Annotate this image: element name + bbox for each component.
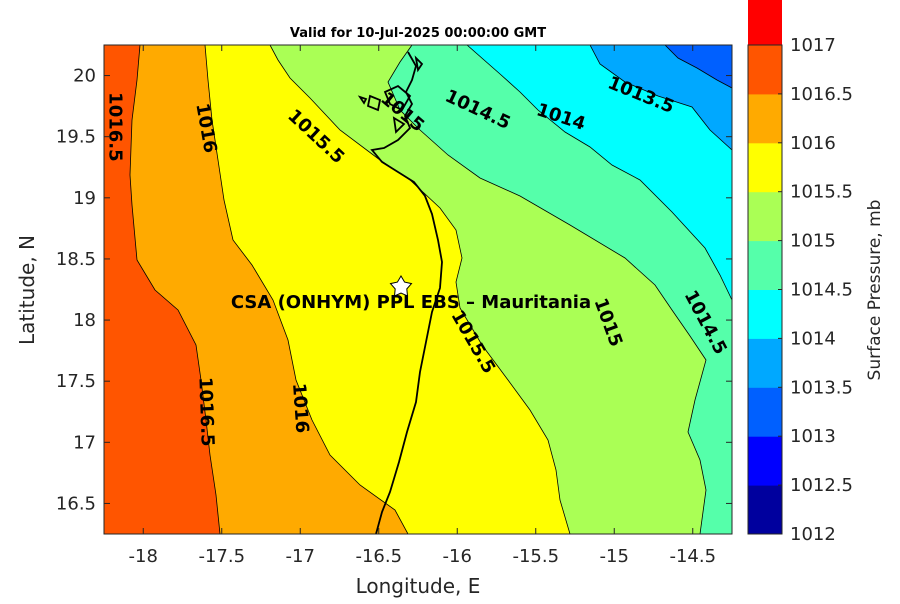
colorbar-tick-label: 1016	[790, 133, 836, 154]
colorbar-tick-label: 1014	[790, 328, 836, 349]
colorbar-segment	[748, 45, 782, 95]
x-tick-label: -16	[443, 546, 472, 567]
band-1016-5	[104, 45, 220, 534]
x-tick-label: -15	[600, 546, 629, 567]
y-tick-label: 18	[73, 310, 96, 331]
x-axis-label: Longitude, E	[356, 574, 481, 598]
map-title: Valid for 10-Jul-2025 00:00:00 GMT	[290, 26, 546, 41]
site-label: CSA (ONHYM) PPL EBS – Mauritania	[231, 292, 591, 313]
colorbar-tick-label: 1016.5	[790, 84, 853, 105]
y-axis-label: Latitude, N	[15, 235, 39, 345]
contour-label: 1016.5	[194, 377, 217, 447]
y-tick-label: 16.5	[56, 493, 96, 514]
x-tick-label: -17.5	[198, 546, 245, 567]
contour-label: 1016.5	[104, 92, 125, 161]
colorbar-label: Surface Pressure, mb	[865, 200, 885, 381]
x-tick-label: -14.5	[669, 546, 716, 567]
x-tick-label: -18	[129, 546, 158, 567]
y-tick-label: 17.5	[56, 371, 96, 392]
y-tick-label: 18.5	[56, 249, 96, 270]
colorbar-tick-label: 1015.5	[790, 182, 853, 203]
colorbar	[748, 0, 782, 535]
colorbar-segment	[748, 240, 782, 290]
contour-label: 1016	[288, 382, 312, 433]
plot-frame	[103, 44, 733, 535]
colorbar-segment	[748, 289, 782, 339]
y-tick-label: 19	[73, 188, 96, 209]
y-tick-label: 19.5	[56, 127, 96, 148]
colorbar-tick-label: 1012.5	[790, 475, 853, 496]
colorbar-segment	[748, 93, 782, 144]
colorbar-tick-label: 1017	[790, 35, 836, 56]
colorbar-tick-label: 1013.5	[790, 377, 853, 398]
y-axis-ticks: 16.5 17 17.5 18 18.5 19 19.5 20	[56, 66, 732, 514]
colorbar-tick-label: 1013	[790, 426, 836, 447]
coastline	[357, 51, 443, 534]
star-icon	[389, 275, 413, 297]
colorbar-segment	[748, 338, 782, 388]
x-tick-label: -16.5	[355, 546, 402, 567]
colorbar-segment	[748, 485, 782, 535]
x-axis-ticks: -18 -17.5 -17 -16.5 -16 -15.5 -15 -14.5	[129, 45, 716, 567]
colorbar-tick-label: 1014.5	[790, 280, 853, 301]
site-marker	[389, 275, 413, 297]
colorbar-ticks: 1012 1012.5 1013 1013.5 1014 1014.5 1015 1015.5…	[778, 35, 853, 545]
colorbar-segment	[748, 387, 782, 437]
x-tick-label: -15.5	[512, 546, 559, 567]
colorbar-segment	[748, 191, 782, 242]
x-tick-label: -17	[286, 546, 315, 567]
y-tick-label: 17	[73, 432, 96, 453]
y-tick-label: 20	[73, 66, 96, 87]
colorbar-tick-label: 1015	[790, 231, 836, 252]
colorbar-segment	[748, 142, 782, 193]
colorbar-segment	[748, 436, 782, 486]
plot-area: 1016.5 1016 1015.5 1015 1014.5 1014 1013.51016…	[104, 45, 732, 534]
colorbar-tick-label: 1012	[790, 524, 836, 545]
contour-lines	[129, 45, 732, 534]
colorbar-segment	[748, 0, 782, 46]
